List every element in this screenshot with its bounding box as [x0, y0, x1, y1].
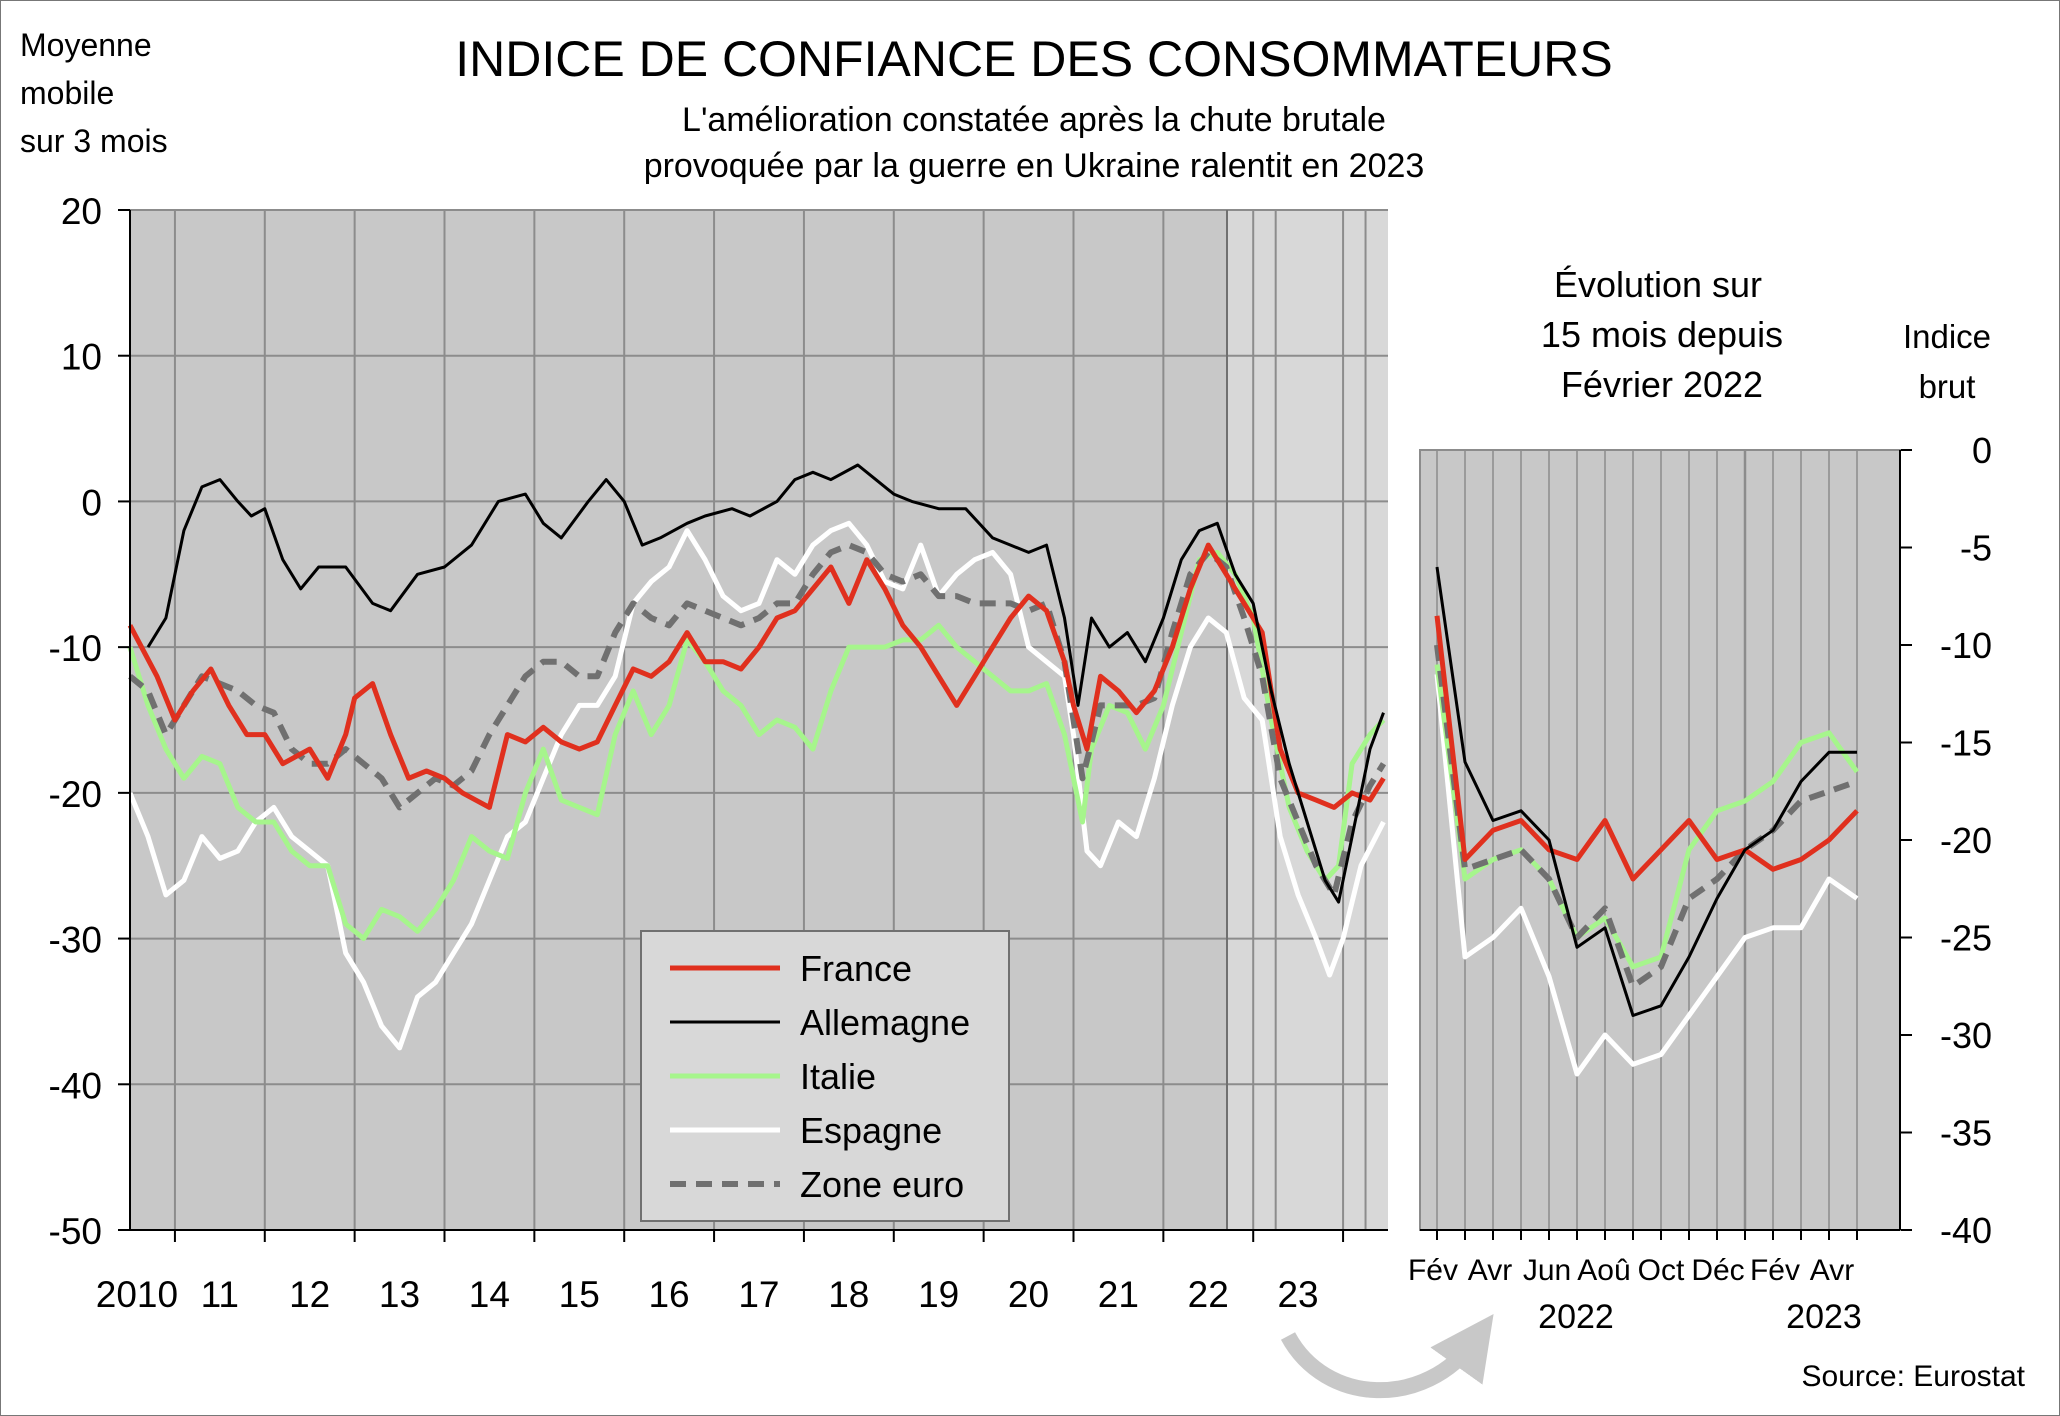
inset-x-tick-label: Fév: [1750, 1254, 1800, 1287]
chart-title: INDICE DE CONFIANCE DES CONSOMMATEURS: [455, 31, 1613, 87]
left-unit-line1: Moyenne: [20, 27, 152, 63]
main-x-tick-label: 14: [469, 1274, 510, 1315]
main-x-tick-label: 11: [201, 1274, 239, 1315]
main-series-line-italie: [127, 549, 1386, 942]
left-unit-line3: sur 3 mois: [20, 123, 168, 159]
inset-title-line1: Évolution sur: [1554, 264, 1762, 305]
inset-y-tick-label: -5: [1960, 528, 1992, 569]
main-x-tick-label: 23: [1277, 1274, 1318, 1315]
main-x-tick-label: 2010: [96, 1274, 178, 1315]
legend-entries: France Allemagne Italie Espagne Zone euro: [670, 948, 970, 1205]
inset-y-tick-label: -20: [1940, 820, 1992, 861]
main-x-tick-label: 15: [559, 1274, 600, 1315]
inset-y-tick-label: -40: [1940, 1210, 1992, 1251]
main-series-line-allemagne: [146, 463, 1385, 904]
inset-x-tick-label: Oct: [1638, 1254, 1685, 1287]
main-y-tick-label: 10: [61, 337, 102, 378]
inset-series-line-france: [1434, 615, 1859, 882]
inset-x-tick-label: Avr: [1468, 1254, 1512, 1287]
inset-x-tick-label: Jun: [1523, 1254, 1571, 1287]
chart-subtitle-line2: provoquée par la guerre en Ukraine ralen…: [644, 147, 1425, 185]
legend-label-espagne: Espagne: [800, 1110, 942, 1151]
source-note: Source: Eurostat: [1802, 1360, 2026, 1393]
inset-title-line3: Février 2022: [1561, 364, 1763, 405]
legend-label-zone-euro: Zone euro: [800, 1164, 964, 1205]
main-y-tick-label: -50: [49, 1211, 102, 1252]
main-y-tick-label: -40: [49, 1065, 102, 1106]
inset-series: [1434, 566, 1860, 1077]
inset-series-line-zone-euro: [1434, 644, 1858, 990]
main-series: [127, 463, 1387, 1051]
inset-series-line-allemagne: [1435, 566, 1857, 1017]
inset-axes: 0 -5 -10 -15 -20 -25 -30 -35 -40 Fév Avr Jun Aoû Oct D…: [1408, 430, 1992, 1287]
main-x-tick-label: 20: [1008, 1274, 1049, 1315]
legend-label-italie: Italie: [800, 1056, 876, 1097]
main-x-tick-label: 12: [289, 1274, 330, 1315]
inset-gridlines: [1436, 450, 1858, 1230]
legend-label-france: France: [800, 948, 912, 989]
inset-title-line2: 15 mois depuis: [1541, 314, 1783, 355]
inset-y-tick-label: -35: [1940, 1113, 1992, 1154]
main-y-tick-label: -20: [49, 774, 102, 815]
legend-label-allemagne: Allemagne: [800, 1002, 970, 1043]
inset-year-label-2022: 2022: [1538, 1298, 1614, 1336]
main-x-tick-label: 19: [918, 1274, 959, 1315]
main-y-tick-label: -30: [49, 920, 102, 961]
main-y-tick-label: 20: [61, 191, 102, 232]
inset-x-tick-label: Aoû: [1577, 1254, 1630, 1287]
inset-plot-background: [1420, 450, 1900, 1230]
main-x-tick-label: 18: [828, 1274, 869, 1315]
chart-subtitle-line1: L'amélioration constatée après la chute …: [682, 101, 1386, 139]
inset-x-tick-label: Avr: [1810, 1254, 1854, 1287]
right-unit-line1: Indice: [1903, 318, 1991, 355]
inset-y-tick-label: -15: [1940, 723, 1992, 764]
main-plot-recent-zone: [1227, 210, 1388, 1230]
inset-x-tick-label: Déc: [1691, 1254, 1744, 1287]
main-x-tick-label: 17: [738, 1274, 779, 1315]
main-x-tick-label: 22: [1188, 1274, 1229, 1315]
main-y-tick-label: -10: [49, 628, 102, 669]
main-series-line-france: [127, 542, 1386, 810]
inset-x-tick-label: Fév: [1408, 1254, 1458, 1287]
curved-arrow-icon: [1280, 1313, 1494, 1399]
main-y-tick-label: 0: [81, 482, 102, 523]
inset-plot: 0 -5 -10 -15 -20 -25 -30 -35 -40 Fév Avr Jun Aoû Oct D…: [1408, 430, 1992, 1336]
inset-series-line-espagne: [1434, 674, 1859, 1077]
left-unit-line2: mobile: [20, 75, 114, 111]
legend: France Allemagne Italie Espagne Zone euro: [640, 930, 1010, 1222]
main-series-line-espagne: [127, 520, 1386, 1051]
inset-y-tick-label: -25: [1940, 918, 1992, 959]
main-x-tick-label: 16: [648, 1274, 689, 1315]
right-unit-line2: brut: [1919, 368, 1976, 405]
inset-year-label-2023: 2023: [1786, 1298, 1862, 1336]
main-x-tick-label: 21: [1098, 1274, 1139, 1315]
inset-y-tick-label: -30: [1940, 1015, 1992, 1056]
main-x-tick-label: 13: [379, 1274, 420, 1315]
inset-y-tick-label: -10: [1940, 625, 1992, 666]
inset-y-tick-label: 0: [1972, 430, 1992, 471]
